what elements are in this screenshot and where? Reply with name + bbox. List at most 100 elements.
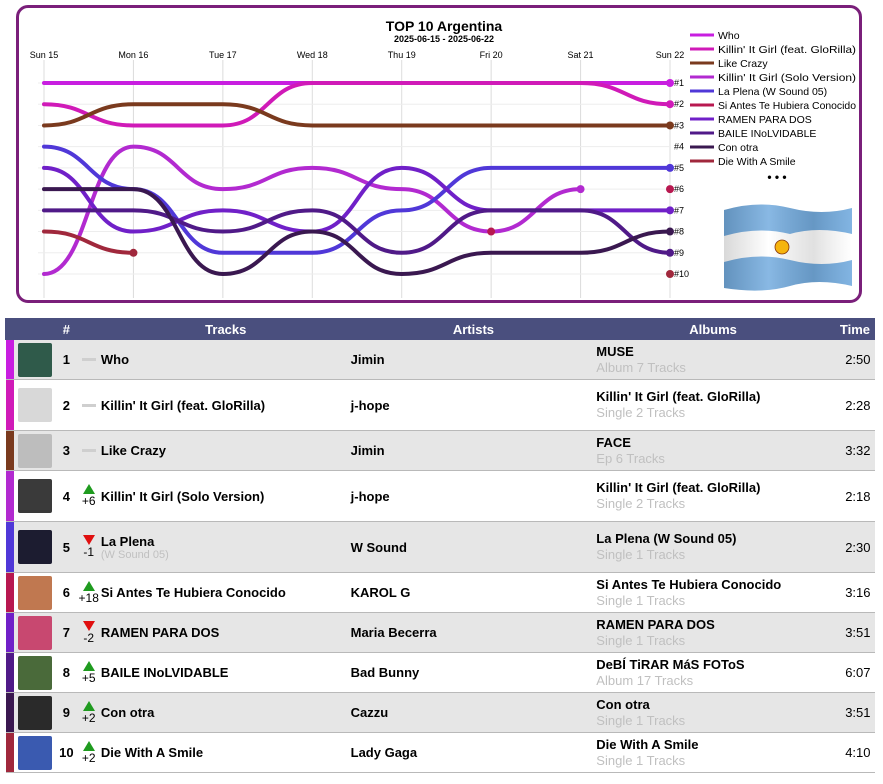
rank-cell: 7	[56, 612, 77, 653]
rank-label: #3	[674, 120, 684, 130]
track-cell[interactable]: Killin' It Girl (Solo Version)	[100, 470, 351, 522]
track-cell[interactable]: Si Antes Te Hubiera Conocido	[100, 572, 351, 613]
table-row[interactable]: 10 +2 Die With A Smile Lady Gaga Die With A …	[5, 732, 875, 773]
table-row[interactable]: 1 Who Jimin MUSE Album 7 Tracks 2:50	[5, 339, 875, 380]
table-row[interactable]: 9 +2 Con otra Cazzu Con otra Single 1 Tracks 3…	[5, 692, 875, 733]
rank-change-value: +5	[81, 670, 96, 685]
artist-cell[interactable]: Jimin	[350, 339, 597, 380]
series-endpoint[interactable]	[666, 100, 674, 109]
album-cover[interactable]	[13, 572, 57, 613]
series-endpoint[interactable]	[666, 206, 674, 215]
rank-up-icon	[82, 700, 95, 711]
album-cover[interactable]	[13, 339, 57, 380]
artist-cell[interactable]: Cazzu	[350, 692, 597, 733]
artist-cell[interactable]: Maria Becerra	[350, 612, 597, 653]
table-row[interactable]: 5 -1 La Plena (W Sound 05) W Sound La Plena (…	[5, 521, 875, 573]
track-cell[interactable]: Die With A Smile	[100, 732, 351, 773]
track-cell[interactable]: RAMEN PARA DOS	[100, 612, 351, 653]
legend-entry: Killin' It Girl (Solo Version)	[718, 72, 856, 84]
album-cell[interactable]: Killin' It Girl (feat. GloRilla) Single 2…	[596, 470, 830, 522]
time-cell: 4:10	[829, 732, 875, 773]
rank-cell: 5	[56, 521, 77, 573]
track-cell[interactable]: Con otra	[100, 692, 351, 733]
tracks-table: # Tracks Artists Albums Time 1 Who Jimin MU…	[5, 318, 875, 773]
album-cover[interactable]	[13, 379, 57, 431]
table-row[interactable]: 3 Like Crazy Jimin FACE Ep 6 Tracks 3:32	[5, 430, 875, 471]
series-point[interactable]	[487, 227, 496, 236]
table-row[interactable]: 7 -2 RAMEN PARA DOS Maria Becerra RAMEN PARA…	[5, 612, 875, 653]
series-line[interactable]	[42, 229, 136, 255]
table-row[interactable]: 8 +5 BAILE INoLVIDABLE Bad Bunny DeBÍ TiRAR …	[5, 652, 875, 693]
artist-cell[interactable]: Bad Bunny	[350, 652, 597, 693]
series-endpoint[interactable]	[666, 121, 674, 130]
artist-cell[interactable]: Jimin	[350, 430, 597, 471]
track-cell[interactable]: BAILE INoLVIDABLE	[100, 652, 351, 693]
album-info: Album 17 Tracks	[596, 672, 694, 688]
rank-change-cell: +18	[76, 572, 101, 613]
argentina-flag-icon	[724, 204, 852, 291]
album-title: FACE	[596, 434, 631, 450]
artist-cell[interactable]: j-hope	[350, 470, 597, 522]
album-cell[interactable]: RAMEN PARA DOS Single 1 Tracks	[596, 612, 830, 653]
album-cell[interactable]: DeBÍ TiRAR MáS FOToS Album 17 Tracks	[596, 652, 830, 693]
series-endpoint[interactable]	[666, 248, 674, 257]
series-line[interactable]	[42, 208, 672, 255]
album-cover[interactable]	[13, 692, 57, 733]
album-cover[interactable]	[13, 521, 57, 573]
series-line[interactable]	[42, 187, 672, 277]
rank-cell: 4	[56, 470, 77, 522]
time-cell: 3:16	[829, 572, 875, 613]
artist-cell[interactable]: j-hope	[350, 379, 597, 431]
rank-same-icon	[81, 358, 96, 361]
series-line[interactable]	[42, 102, 672, 128]
series-point[interactable]	[666, 270, 674, 278]
album-cover[interactable]	[13, 652, 57, 693]
track-cell[interactable]: Like Crazy	[100, 430, 351, 471]
album-cover-image	[17, 479, 52, 513]
series-endpoint[interactable]	[666, 227, 674, 236]
table-row[interactable]: 2 Killin' It Girl (feat. GloRilla) j-hope K…	[5, 379, 875, 431]
album-cell[interactable]: Die With A Smile Single 1 Tracks	[596, 732, 830, 773]
series-endpoint[interactable]	[666, 79, 674, 87]
rank-change-cell: -1	[76, 521, 101, 573]
row-color-bar	[5, 572, 14, 613]
track-cell[interactable]: Killin' It Girl (feat. GloRilla)	[100, 379, 351, 431]
track-title: La Plena	[100, 533, 155, 549]
artist-cell[interactable]: KAROL G	[350, 572, 597, 613]
series-endpoint[interactable]	[666, 163, 674, 172]
album-cell[interactable]: Killin' It Girl (feat. GloRilla) Single 2…	[596, 379, 830, 431]
series-line[interactable]	[42, 80, 672, 128]
track-title: Si Antes Te Hubiera Conocido	[100, 585, 286, 600]
series-point[interactable]	[666, 185, 674, 194]
x-tick-label: Thu 19	[388, 50, 416, 60]
album-cell[interactable]: La Plena (W Sound 05) Single 1 Tracks	[596, 521, 830, 573]
rank-change-cell	[76, 339, 101, 380]
series-endpoint[interactable]	[576, 185, 585, 194]
track-cell[interactable]: Who	[100, 339, 351, 380]
artist-cell[interactable]: W Sound	[350, 521, 597, 573]
rank-axis-labels: #1 #2 #3 #4 #5 #6 #7 #8 #9 #10	[674, 78, 689, 279]
album-cover[interactable]	[13, 430, 57, 471]
album-cover[interactable]	[13, 732, 57, 773]
track-cell[interactable]: La Plena (W Sound 05)	[100, 521, 351, 573]
album-cell[interactable]: Con otra Single 1 Tracks	[596, 692, 830, 733]
legend-entry: RAMEN PARA DOS	[718, 114, 812, 126]
table-row[interactable]: 4 +6 Killin' It Girl (Solo Version) j-hope K…	[5, 470, 875, 522]
album-cover[interactable]	[13, 612, 57, 653]
header-artists: Artists	[350, 318, 597, 340]
series-endpoint[interactable]	[129, 248, 138, 257]
time-cell: 2:50	[829, 339, 875, 380]
time-cell: 3:51	[829, 612, 875, 653]
rank-change-value: -1	[83, 545, 95, 559]
artist-cell[interactable]: Lady Gaga	[350, 732, 597, 773]
rank-change-value: +18	[78, 590, 99, 605]
album-cell[interactable]: FACE Ep 6 Tracks	[596, 430, 830, 471]
album-cell[interactable]: Si Antes Te Hubiera Conocido Single 1 Tra…	[596, 572, 830, 613]
album-cover[interactable]	[13, 470, 57, 522]
album-info: Single 1 Tracks	[596, 592, 686, 608]
album-cell[interactable]: MUSE Album 7 Tracks	[596, 339, 830, 380]
album-cover-image	[17, 342, 52, 377]
header-tracks: Tracks	[100, 318, 352, 340]
rank-up-icon	[82, 580, 95, 591]
